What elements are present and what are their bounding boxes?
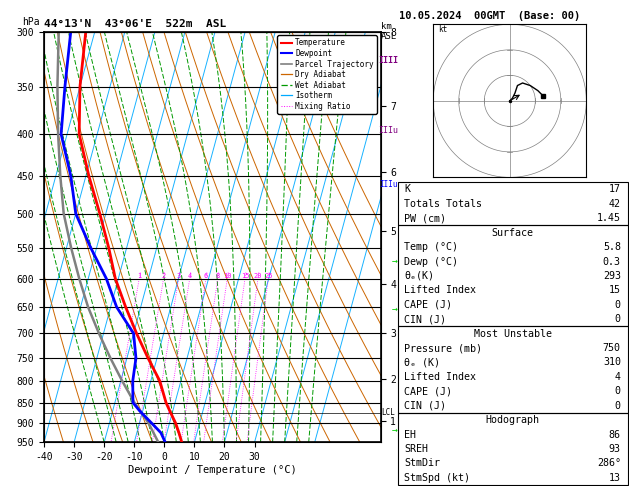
Text: θₑ(K): θₑ(K) [404,271,435,281]
Text: 42: 42 [609,199,621,209]
Text: 5.8: 5.8 [603,242,621,252]
Text: PW (cm): PW (cm) [404,213,447,223]
Text: Most Unstable: Most Unstable [474,329,552,339]
Text: hPa: hPa [22,17,40,28]
Text: 17: 17 [609,185,621,194]
Bar [398,182,628,226]
Text: Totals Totals: Totals Totals [404,199,482,209]
Text: km
ASL: km ASL [381,22,397,41]
Text: 4: 4 [187,273,192,278]
Text: 0: 0 [615,300,621,310]
Text: 310: 310 [603,358,621,367]
Text: CIN (J): CIN (J) [404,401,447,411]
Text: Pressure (mb): Pressure (mb) [404,343,482,353]
Text: StmDir: StmDir [404,458,440,469]
Text: Lifted Index: Lifted Index [404,285,476,295]
Text: 4: 4 [615,372,621,382]
Text: 20: 20 [253,273,262,278]
Text: IIIu: IIIu [378,126,398,135]
Text: StmSpd (kt): StmSpd (kt) [404,473,470,483]
Text: Surface: Surface [492,228,533,238]
Legend: Temperature, Dewpoint, Parcel Trajectory, Dry Adiabat, Wet Adiabat, Isotherm, Mi: Temperature, Dewpoint, Parcel Trajectory… [277,35,377,114]
Text: kt: kt [438,25,448,34]
Bar [398,413,628,485]
Text: Lifted Index: Lifted Index [404,372,476,382]
Text: 1: 1 [137,273,142,278]
Text: LCL: LCL [381,408,395,417]
Text: 286°: 286° [597,458,621,469]
X-axis label: Dewpoint / Temperature (°C): Dewpoint / Temperature (°C) [128,465,297,475]
Text: Temp (°C): Temp (°C) [404,242,459,252]
Text: 44°13'N  43°06'E  522m  ASL: 44°13'N 43°06'E 522m ASL [44,19,226,30]
Text: 25: 25 [264,273,272,278]
Text: 10.05.2024  00GMT  (Base: 00): 10.05.2024 00GMT (Base: 00) [399,11,581,21]
Text: 0: 0 [615,386,621,396]
Text: →: → [391,425,397,435]
Text: CIN (J): CIN (J) [404,314,447,324]
Text: 15: 15 [241,273,249,278]
Text: IIII: IIII [378,56,398,65]
Text: IIIu: IIIu [379,180,398,189]
Text: 10: 10 [223,273,231,278]
Text: θₑ (K): θₑ (K) [404,358,440,367]
Text: SREH: SREH [404,444,428,454]
Text: CAPE (J): CAPE (J) [404,386,452,396]
Text: 6: 6 [204,273,208,278]
Text: 15: 15 [609,285,621,295]
Text: Hodograph: Hodograph [486,415,540,425]
Text: K: K [404,185,411,194]
Text: 3: 3 [177,273,181,278]
Text: 750: 750 [603,343,621,353]
Text: Dewp (°C): Dewp (°C) [404,257,459,266]
Text: 293: 293 [603,271,621,281]
Text: EH: EH [404,430,416,439]
Text: 1.45: 1.45 [597,213,621,223]
Text: 0: 0 [615,314,621,324]
Text: 13: 13 [609,473,621,483]
Text: CAPE (J): CAPE (J) [404,300,452,310]
Text: →: → [391,304,397,313]
Text: 0.3: 0.3 [603,257,621,266]
Text: 2: 2 [162,273,165,278]
Text: 86: 86 [609,430,621,439]
Text: 0: 0 [615,401,621,411]
Bar [398,226,628,327]
Text: 8: 8 [216,273,220,278]
Text: 93: 93 [609,444,621,454]
Text: →: → [391,256,397,266]
Bar [398,327,628,413]
